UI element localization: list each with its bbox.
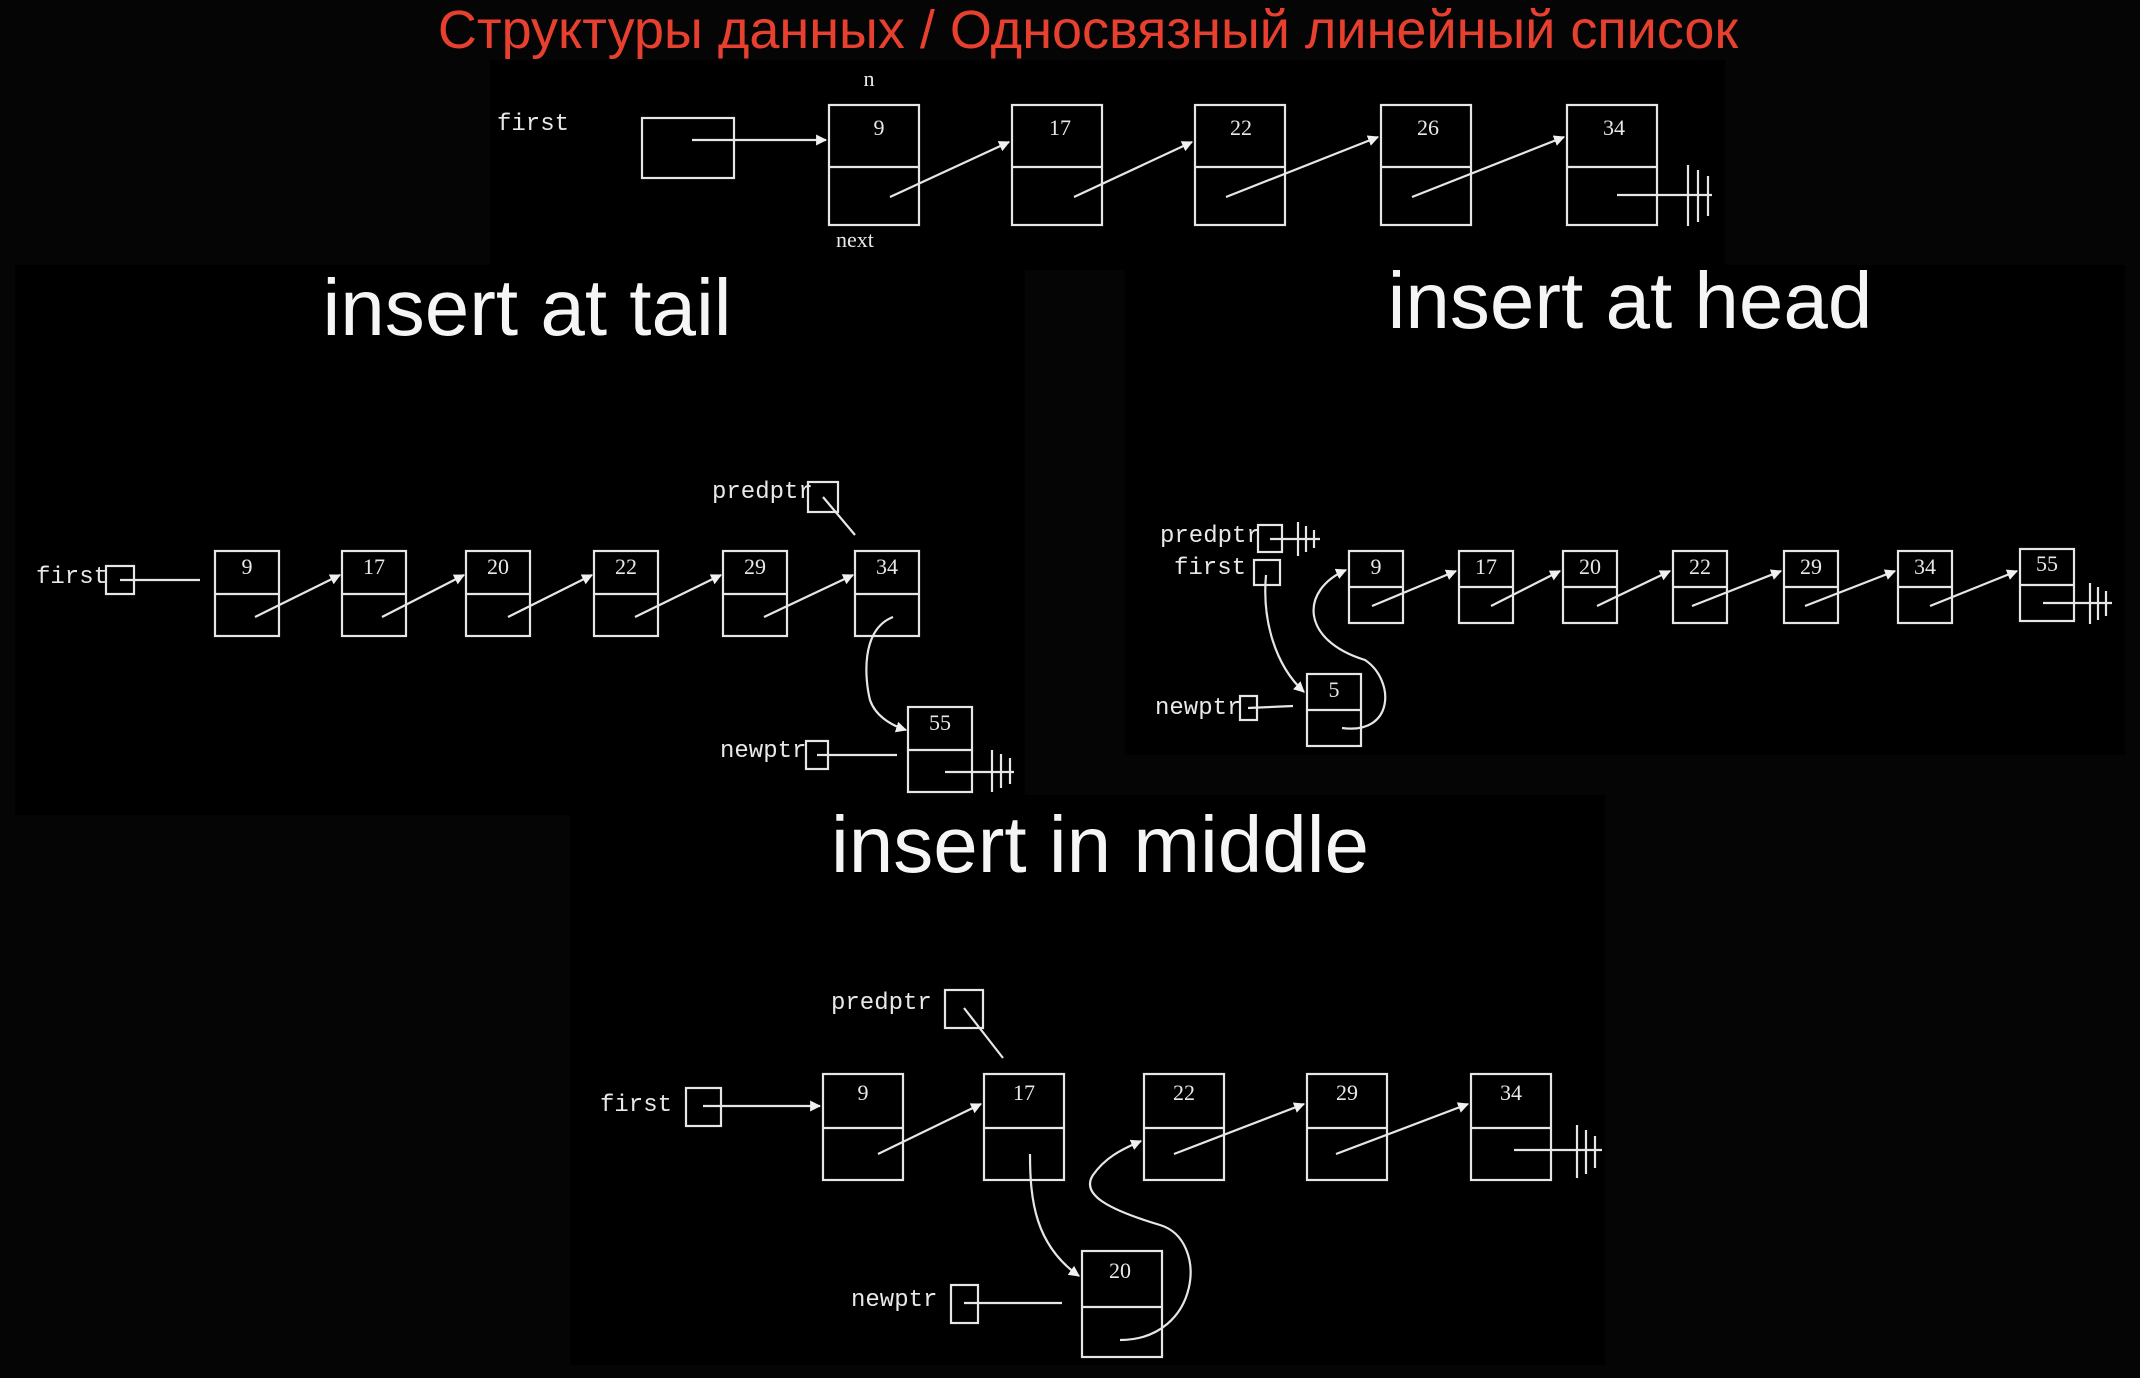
svg-text:20: 20 [487, 554, 509, 579]
svg-text:55: 55 [929, 710, 951, 735]
svg-text:22: 22 [1173, 1080, 1195, 1105]
top-link-2 [1073, 141, 1193, 198]
tail-link-to-new [865, 615, 908, 733]
svg-text:22: 22 [1689, 554, 1711, 579]
head-title: insert at head [1388, 256, 1873, 345]
svg-text:17: 17 [1475, 554, 1497, 579]
head-node-7: 55 [2018, 547, 2076, 623]
svg-text:17: 17 [1013, 1080, 1035, 1105]
top-link-4 [1411, 135, 1566, 199]
slide-header: Структуры данных / Односвязный линейный … [438, 0, 1739, 60]
tail-null-terminator [945, 750, 1014, 792]
head-first-label: first [1174, 555, 1246, 582]
top-first-label: first [497, 111, 569, 138]
head-diagram: insert at head predptr first newptr 9 17… [1155, 256, 2112, 748]
svg-text:29: 29 [1800, 554, 1822, 579]
head-node-2: 17 [1457, 549, 1515, 625]
tail-node-2: 17 [340, 549, 408, 638]
top-next-label: next [836, 227, 874, 252]
tail-node-4: 22 [592, 549, 660, 638]
middle-newptr-label: newptr [851, 1287, 937, 1314]
svg-text:17: 17 [1049, 115, 1071, 140]
tail-predptr-box [806, 480, 840, 514]
tail-node-3: 20 [464, 549, 532, 638]
middle-predptr-box [943, 988, 985, 1030]
svg-text:5: 5 [1329, 677, 1340, 702]
head-null-terminator [2043, 583, 2112, 624]
tail-new-node: 55 [906, 705, 974, 794]
top-node-2: 17 [1010, 103, 1104, 227]
middle-null-terminator [1514, 1125, 1602, 1178]
svg-text:34: 34 [876, 554, 898, 579]
head-node-4: 22 [1671, 549, 1729, 625]
svg-text:22: 22 [615, 554, 637, 579]
svg-text:34: 34 [1500, 1080, 1522, 1105]
top-node-1: 9 [827, 103, 921, 227]
middle-pred-to-new [1028, 1153, 1080, 1277]
top-panel [490, 60, 1725, 270]
middle-new-to-next [1088, 1139, 1192, 1342]
svg-text:34: 34 [1603, 115, 1625, 140]
head-node-5: 29 [1782, 549, 1840, 625]
top-null-terminator [1617, 165, 1712, 226]
head-panel [1125, 265, 2125, 755]
svg-text:29: 29 [744, 554, 766, 579]
middle-panel [570, 795, 1605, 1365]
svg-text:9: 9 [242, 554, 253, 579]
middle-node-5: 34 [1469, 1072, 1553, 1182]
head-new-to-first-node [1312, 568, 1387, 730]
head-node-1: 9 [1347, 549, 1405, 625]
tail-title: insert at tail [322, 263, 731, 352]
tail-diagram: insert at tail first predptr newptr 9 17… [36, 263, 1014, 794]
top-list-diagram: first n next 9 17 22 26 34 [497, 66, 1712, 252]
tail-first-label: first [36, 564, 108, 591]
svg-text:20: 20 [1579, 554, 1601, 579]
middle-new-node: 20 [1080, 1249, 1164, 1359]
top-node-5: 34 [1565, 103, 1659, 227]
middle-node-1: 9 [821, 1072, 905, 1182]
top-link-1 [889, 141, 1010, 198]
middle-predptr-label: predptr [831, 990, 932, 1017]
svg-text:26: 26 [1417, 115, 1439, 140]
top-node-4: 26 [1379, 103, 1473, 227]
head-node-3: 20 [1561, 549, 1619, 625]
head-predptr-label: predptr [1160, 523, 1261, 550]
svg-text:22: 22 [1230, 115, 1252, 140]
head-node-6: 34 [1896, 549, 1954, 625]
svg-text:9: 9 [1371, 554, 1382, 579]
middle-node-3: 22 [1142, 1072, 1226, 1182]
svg-text:29: 29 [1336, 1080, 1358, 1105]
middle-first-label: first [600, 1092, 672, 1119]
middle-diagram: insert in middle predptr first newptr 9 … [600, 800, 1602, 1359]
tail-panel [15, 265, 1025, 815]
tail-node-6: 34 [853, 549, 921, 638]
svg-text:55: 55 [2036, 551, 2058, 576]
tail-node-5: 29 [721, 549, 789, 638]
middle-node-2: 17 [982, 1072, 1066, 1182]
tail-node-1: 9 [213, 549, 281, 638]
middle-title: insert in middle [831, 800, 1369, 889]
middle-node-4: 29 [1305, 1072, 1389, 1182]
head-first-to-new [1264, 574, 1305, 693]
top-link-3 [1225, 135, 1380, 199]
head-new-node: 5 [1305, 672, 1363, 748]
top-first-pointer-box [640, 116, 736, 180]
svg-text:9: 9 [858, 1080, 869, 1105]
svg-text:34: 34 [1914, 554, 1936, 579]
svg-text:9: 9 [874, 115, 885, 140]
svg-text:17: 17 [363, 554, 385, 579]
top-n-label: n [864, 66, 875, 91]
tail-predptr-label: predptr [712, 479, 813, 506]
head-first-pointer-box [1252, 558, 1282, 587]
svg-text:20: 20 [1109, 1258, 1131, 1283]
tail-newptr-label: newptr [720, 738, 806, 765]
top-node-3: 22 [1193, 103, 1287, 227]
head-newptr-label: newptr [1155, 695, 1241, 722]
